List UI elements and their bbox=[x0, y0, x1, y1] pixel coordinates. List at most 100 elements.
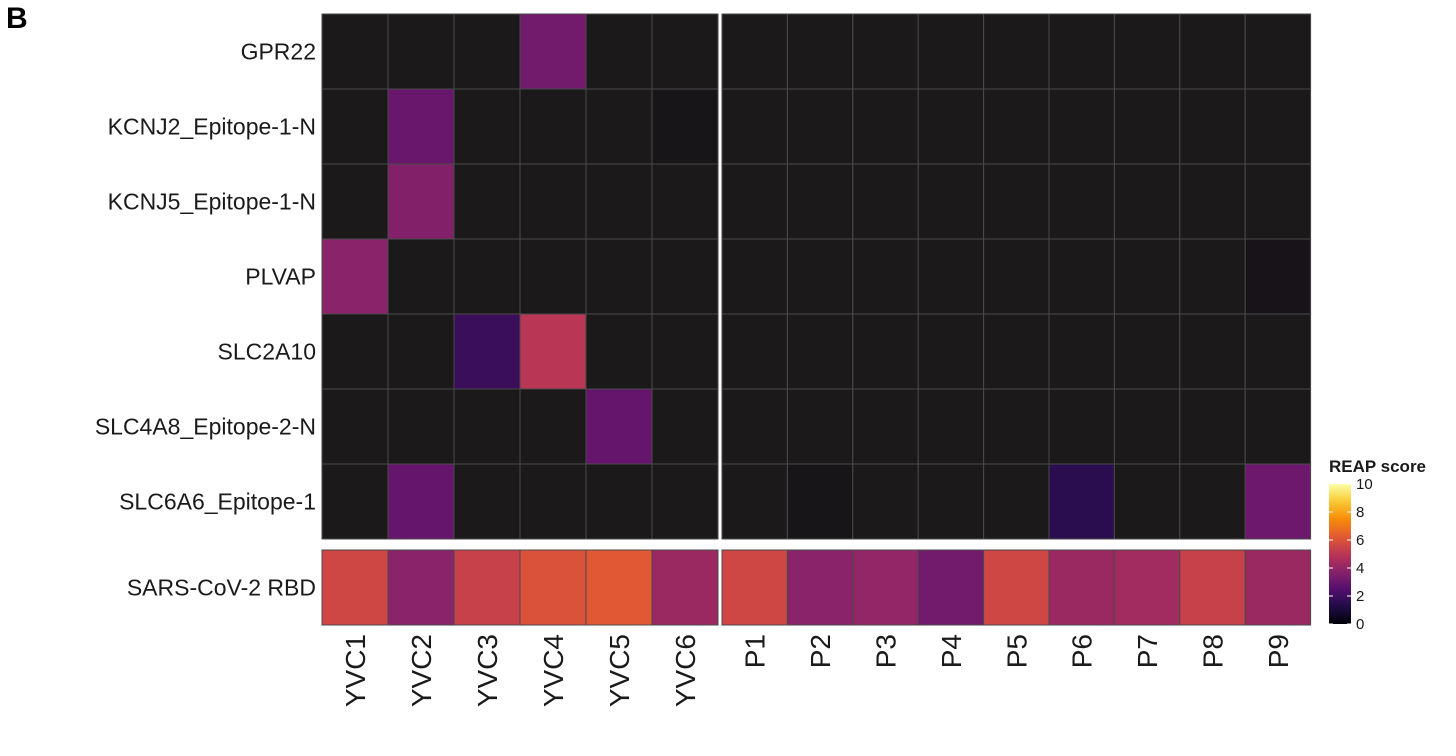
column-label: YVC5 bbox=[604, 634, 635, 707]
column-label: P2 bbox=[805, 634, 836, 668]
heatmap-cell bbox=[1179, 388, 1246, 465]
heatmap-cell bbox=[852, 163, 919, 240]
heatmap-cell bbox=[651, 13, 719, 90]
heatmap-cell bbox=[651, 549, 719, 626]
heatmap-cell bbox=[721, 238, 788, 315]
heatmap-cell bbox=[519, 238, 587, 315]
legend-tick-label: 6 bbox=[1356, 532, 1364, 549]
heatmap-cell bbox=[519, 313, 587, 390]
column-label: P1 bbox=[740, 634, 771, 668]
heatmap-cell bbox=[786, 313, 854, 390]
heatmap-cell bbox=[786, 88, 854, 165]
heatmap-cell bbox=[1113, 313, 1181, 390]
heatmap-cell bbox=[1113, 549, 1181, 626]
row-label: KCNJ5_Epitope-1-N bbox=[108, 189, 316, 215]
heatmap-cell bbox=[1048, 388, 1115, 465]
heatmap-cell bbox=[983, 463, 1050, 540]
heatmap-cell bbox=[1179, 238, 1246, 315]
row-label: GPR22 bbox=[241, 39, 316, 65]
heatmap-cell bbox=[585, 238, 653, 315]
heatmap-cell bbox=[321, 238, 389, 315]
heatmap-cell bbox=[786, 388, 854, 465]
heatmap-cell bbox=[1244, 238, 1312, 315]
heatmap-cell bbox=[1244, 549, 1312, 626]
heatmap-cell bbox=[1244, 313, 1312, 390]
row-label: SLC6A6_Epitope-1 bbox=[119, 489, 316, 515]
heatmap-cell bbox=[852, 463, 919, 540]
heatmap-cell bbox=[453, 313, 521, 390]
heatmap-cell bbox=[917, 388, 985, 465]
heatmap-cell bbox=[651, 238, 719, 315]
heatmap-cell bbox=[453, 388, 521, 465]
heatmap-cell bbox=[651, 163, 719, 240]
heatmap-cell bbox=[1113, 163, 1181, 240]
heatmap-cell bbox=[983, 549, 1050, 626]
heatmap-cell bbox=[786, 13, 854, 90]
row-labels: GPR22 KCNJ2_Epitope-1-N KCNJ5_Epitope-1-N P… bbox=[95, 39, 316, 601]
row-label: SARS-CoV-2 RBD bbox=[127, 575, 316, 601]
heatmap-cell bbox=[519, 163, 587, 240]
heatmap-cell bbox=[1048, 163, 1115, 240]
heatmap-cell bbox=[721, 463, 788, 540]
heatmap-cell bbox=[1244, 88, 1312, 165]
heatmap-cell bbox=[917, 313, 985, 390]
heatmap-cell bbox=[585, 549, 653, 626]
heatmap-cells bbox=[321, 13, 1312, 626]
heatmap-cell bbox=[387, 88, 455, 165]
legend-tick-label: 10 bbox=[1356, 476, 1373, 493]
heatmap-cell bbox=[651, 88, 719, 165]
heatmap-cell bbox=[983, 163, 1050, 240]
heatmap-cell bbox=[983, 88, 1050, 165]
heatmap-cell bbox=[321, 313, 389, 390]
heatmap-cell bbox=[651, 388, 719, 465]
heatmap-cell bbox=[983, 238, 1050, 315]
heatmap-cell bbox=[1244, 388, 1312, 465]
column-label: YVC1 bbox=[340, 634, 371, 707]
row-label: KCNJ2_Epitope-1-N bbox=[108, 114, 316, 140]
heatmap-cell bbox=[786, 163, 854, 240]
heatmap-cell bbox=[721, 549, 788, 626]
column-label: P7 bbox=[1132, 634, 1163, 668]
heatmap-cell bbox=[1048, 463, 1115, 540]
heatmap-cell bbox=[453, 463, 521, 540]
row-label: SLC2A10 bbox=[218, 339, 316, 365]
column-labels: YVC1 YVC2 YVC3 YVC4 YVC5 YVC6 P1 P2 P3 P4 P5 P6 P7 P8… bbox=[340, 634, 1294, 707]
heatmap-cell bbox=[651, 463, 719, 540]
column-label: YVC6 bbox=[670, 634, 701, 707]
heatmap-cell bbox=[321, 388, 389, 465]
heatmap-cell bbox=[721, 388, 788, 465]
column-label: P5 bbox=[1001, 634, 1032, 668]
heatmap-cell bbox=[453, 88, 521, 165]
heatmap-cell bbox=[983, 388, 1050, 465]
heatmap-cell bbox=[917, 238, 985, 315]
heatmap-cell bbox=[519, 88, 587, 165]
heatmap-cell bbox=[651, 313, 719, 390]
heatmap-cell bbox=[1048, 313, 1115, 390]
heatmap-cell bbox=[585, 163, 653, 240]
heatmap-cell bbox=[585, 313, 653, 390]
heatmap-cell bbox=[786, 238, 854, 315]
heatmap-cell bbox=[721, 313, 788, 390]
legend-tick-label: 8 bbox=[1356, 504, 1364, 521]
heatmap-cell bbox=[387, 463, 455, 540]
legend-tick-label: 0 bbox=[1356, 616, 1364, 633]
heatmap-cell bbox=[721, 88, 788, 165]
heatmap-cell bbox=[1244, 163, 1312, 240]
heatmap-cell bbox=[453, 238, 521, 315]
heatmap-cell bbox=[1048, 88, 1115, 165]
heatmap-cell bbox=[1113, 13, 1181, 90]
heatmap-cell bbox=[1179, 13, 1246, 90]
heatmap-cell bbox=[519, 549, 587, 626]
heatmap-cell bbox=[387, 313, 455, 390]
heatmap-cell bbox=[983, 313, 1050, 390]
heatmap-cell bbox=[917, 13, 985, 90]
heatmap-cell bbox=[519, 13, 587, 90]
heatmap-cell bbox=[1179, 463, 1246, 540]
heatmap-cell bbox=[387, 238, 455, 315]
panel-letter: B bbox=[6, 2, 28, 35]
heatmap-cell bbox=[321, 88, 389, 165]
column-label: P3 bbox=[871, 634, 902, 668]
heatmap-cell bbox=[1113, 238, 1181, 315]
